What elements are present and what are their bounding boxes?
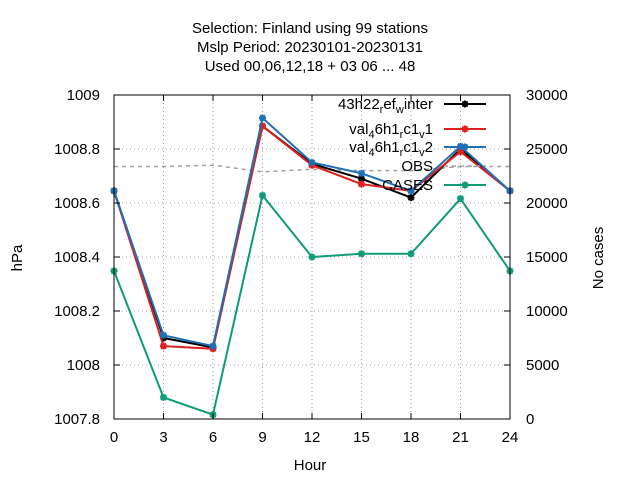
legend: 43h22refwinter val46h1rc1v1val46h1rc1v2OB… [338, 96, 486, 194]
y2-tick-label: 25000 [526, 141, 568, 158]
y-tick-label: 1009 [67, 87, 100, 104]
y-tick-label: 1008 [67, 357, 100, 374]
data-point-cases [457, 195, 464, 203]
legend-marker-val-46h1-rc1-v1 [461, 125, 469, 133]
y2-tick-label: 0 [526, 411, 534, 428]
legend-label: 43h22refwinter [338, 96, 433, 116]
data-point-val-46h1-rc1-v1 [160, 342, 167, 350]
series-val-46h1-rc1-v1 [110, 122, 514, 353]
y-tick-label: 1008.6 [54, 195, 100, 212]
data-point-cases [308, 253, 316, 261]
data-point-val-46h1-rc1-v1 [259, 122, 266, 130]
data-point-val-46h1-rc1-v1 [457, 148, 464, 156]
title-line-1: Selection: Finland using 99 stations [192, 20, 428, 37]
chart-title: Selection: Finland using 99 stations Msl… [192, 20, 428, 75]
legend-label: val46h1rc1v1 [349, 121, 433, 141]
y2-tick-label: 30000 [526, 87, 568, 104]
x-tick-label: 3 [159, 429, 167, 446]
data-point-cases [160, 393, 167, 401]
x-tick-label: 18 [403, 429, 420, 446]
legend-marker-cases [461, 181, 469, 189]
ticks: 0 3 6 9 12 15 18 21 24 1007.8 1008 1008.2 1008.4 1008… [54, 87, 568, 446]
legend-marker-43h22-ref-winter [461, 100, 469, 108]
series-layer [110, 114, 514, 419]
data-point-val-46h1-rc1-v2 [209, 342, 217, 350]
y2-tick-label: 20000 [526, 195, 568, 212]
legend-label: val46h1rc1v2 [349, 139, 433, 159]
legend-marker-val-46h1-rc1-v2 [461, 143, 469, 151]
x-tick-label: 9 [258, 429, 266, 446]
data-point-cases [407, 250, 415, 258]
series-line-cases [113, 193, 511, 417]
data-point-val-46h1-rc1-v2 [259, 114, 266, 122]
data-point-cases [358, 250, 365, 258]
data-point-43h22-ref-winter [358, 175, 365, 183]
y-axis-label: hPa [9, 244, 26, 271]
legend-label: OBS [401, 158, 433, 175]
data-point-val-46h1-rc1-v2 [358, 169, 365, 177]
x-axis-label: Hour [294, 457, 327, 474]
data-point-val-46h1-rc1-v2 [308, 159, 316, 166]
data-point-43h22-ref-winter [407, 194, 415, 202]
data-point-val-46h1-rc1-v2 [160, 331, 167, 339]
y-tick-label: 1007.8 [54, 411, 100, 428]
obs-series [114, 164, 510, 173]
y2-axis-label: No cases [590, 227, 607, 290]
title-line-2: Mslp Period: 20230101-20230131 [197, 39, 423, 56]
x-tick-label: 0 [110, 429, 118, 446]
data-point-val-46h1-rc1-v1 [358, 180, 365, 188]
y-tick-label: 1008.2 [54, 303, 100, 320]
y2-tick-label: 5000 [526, 357, 559, 374]
series-val-46h1-rc1-v2 [110, 114, 514, 350]
x-tick-label: 24 [502, 429, 519, 446]
legend-label: CASES [382, 177, 433, 194]
y-tick-label: 1008.4 [54, 249, 100, 266]
data-point-cases [259, 191, 266, 199]
y-tick-label: 1008.8 [54, 141, 100, 158]
x-tick-label: 21 [452, 429, 469, 446]
y2-tick-label: 15000 [526, 249, 568, 266]
y2-tick-label: 10000 [526, 303, 568, 320]
series-line-obs [114, 164, 510, 173]
data-point-val-46h1-rc1-v2 [407, 187, 415, 195]
x-tick-label: 12 [304, 429, 321, 446]
x-tick-label: 6 [209, 429, 217, 446]
x-tick-label: 15 [353, 429, 370, 446]
series-cases [110, 191, 514, 419]
title-line-3: Used 00,06,12,18 + 03 06 ... 48 [205, 58, 416, 75]
